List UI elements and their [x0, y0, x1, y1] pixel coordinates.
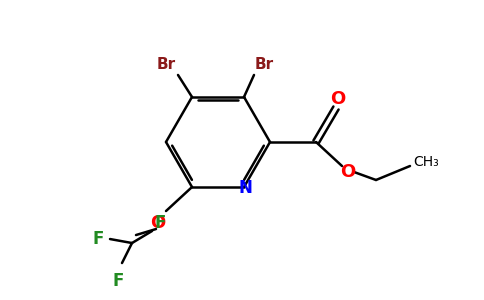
Text: Br: Br	[156, 58, 176, 73]
Text: F: F	[154, 214, 166, 232]
Text: F: F	[92, 230, 104, 248]
Text: N: N	[238, 179, 252, 197]
Text: CH₃: CH₃	[413, 155, 439, 169]
Text: F: F	[112, 272, 124, 290]
Text: O: O	[151, 214, 166, 232]
Text: O: O	[331, 90, 346, 108]
Text: O: O	[340, 163, 356, 181]
Text: Br: Br	[255, 58, 273, 73]
